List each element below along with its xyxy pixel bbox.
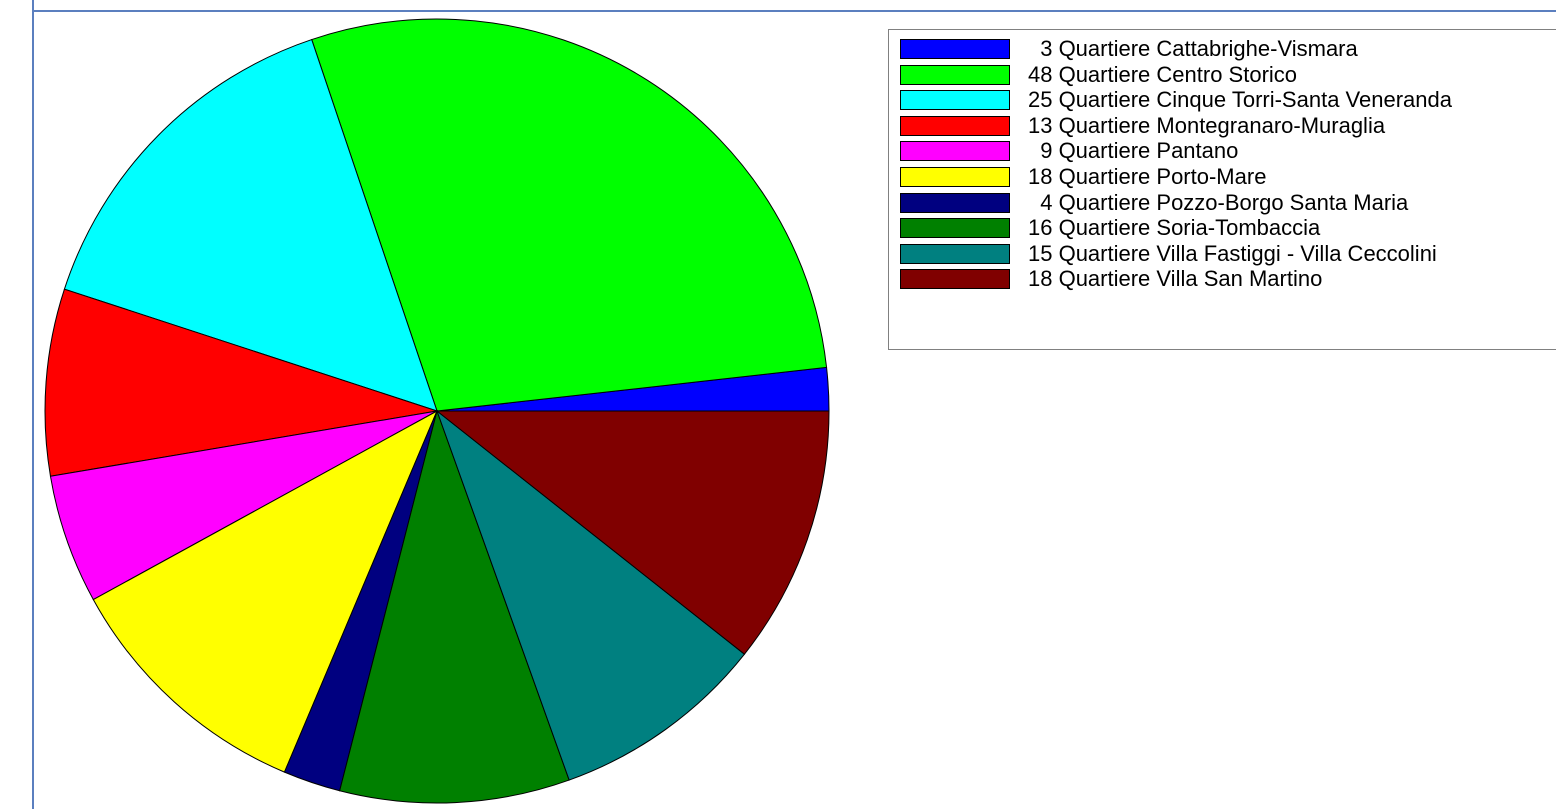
legend-label: 9 Quartiere Pantano: [1028, 138, 1239, 164]
legend-label: 3 Quartiere Cattabrighe-Vismara: [1028, 36, 1358, 61]
legend-swatch: [900, 115, 1010, 136]
pie-slice-7: [339, 409, 570, 804]
legend-label: 18 Quartiere Porto-Mare: [1028, 164, 1267, 189]
legend: 3 Quartiere Cattabrighe-Vismara 48 Quarti…: [888, 29, 1556, 350]
legend-swatch: [900, 64, 1010, 85]
pie-slice-5: [92, 409, 439, 773]
legend-label: 16 Quartiere Soria-Tombaccia: [1028, 215, 1321, 241]
legend-swatch: [900, 39, 1010, 59]
legend-item: 13 Quartiere Montegranaro-Muraglia: [900, 113, 1556, 139]
legend-swatch: [900, 167, 1010, 187]
legend-item: 4 Quartiere Pozzo-Borgo Santa Maria: [900, 190, 1556, 216]
legend-item: 16 Quartiere Soria-Tombaccia: [900, 215, 1556, 241]
frame-border-left: [0, 0, 34, 809]
legend-swatch: [900, 243, 1010, 264]
legend-item: 48 Quartiere Centro Storico: [900, 62, 1556, 88]
pie-slice-3: [44, 288, 438, 477]
legend-item: 9 Quartiere Pantano: [900, 138, 1556, 164]
frame-border-top: [0, 0, 1556, 12]
legend-label: 48 Quartiere Centro Storico: [1028, 61, 1298, 87]
legend-item: 25 Quartiere Cinque Torri-Santa Venerand…: [900, 87, 1556, 113]
legend-swatch: [900, 90, 1010, 111]
legend-swatch: [900, 192, 1010, 213]
pie-slice-9: [435, 410, 830, 655]
legend-item: 3 Quartiere Cattabrighe-Vismara: [900, 36, 1556, 62]
legend-label: 13 Quartiere Montegranaro-Muraglia: [1028, 112, 1386, 138]
legend-item: 18 Quartiere Porto-Mare: [900, 164, 1556, 190]
legend-swatch: [900, 218, 1010, 239]
legend-label: 15 Quartiere Villa Fastiggi - Villa Cecc…: [1028, 240, 1437, 266]
pie-slice-1: [311, 18, 828, 412]
legend-label: 25 Quartiere Cinque Torri-Santa Venerand…: [1028, 87, 1452, 113]
pie-slices: [44, 18, 830, 804]
legend-item: 15 Quartiere Villa Fastiggi - Villa Cecc…: [900, 241, 1556, 267]
legend-swatch: [900, 141, 1010, 162]
pie-slice-2: [63, 38, 438, 412]
pie-slice-8: [435, 409, 746, 781]
legend-item: 18 Quartiere Villa San Martino: [900, 266, 1556, 292]
legend-label: 18 Quartiere Villa San Martino: [1028, 266, 1323, 292]
legend-label: 4 Quartiere Pozzo-Borgo Santa Maria: [1028, 189, 1409, 215]
legend-swatch: [900, 269, 1010, 290]
